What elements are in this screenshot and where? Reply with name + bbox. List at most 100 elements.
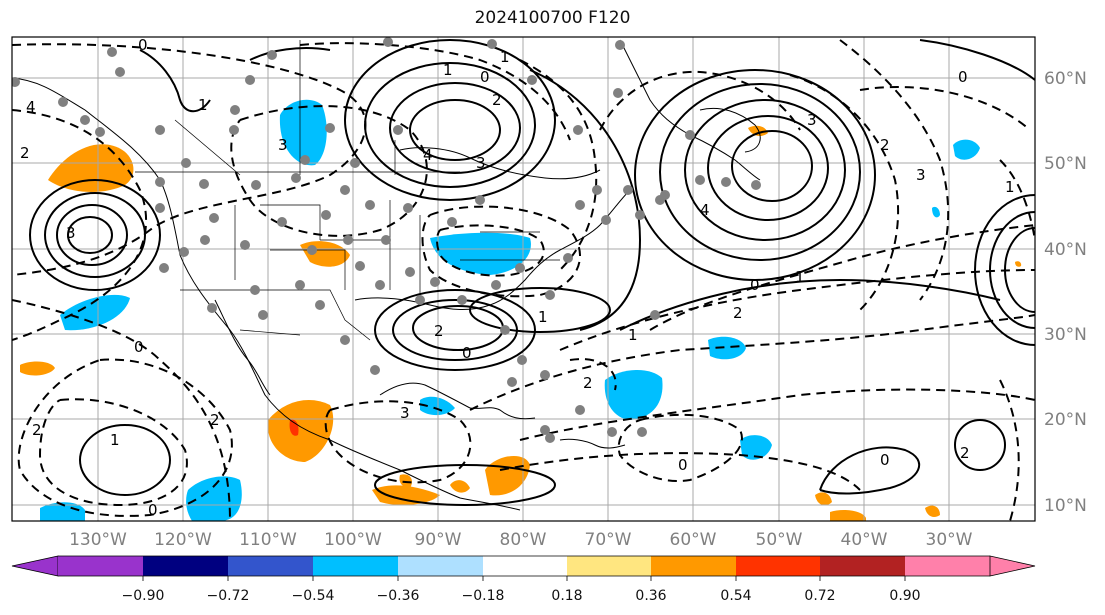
colorbar-segment — [736, 556, 820, 576]
map-border — [11, 36, 1036, 522]
lon-label: 40°W — [841, 530, 888, 550]
contour-label: 0 — [678, 456, 688, 474]
contour-label: 1 — [500, 48, 510, 66]
colorbar-extend-low — [11, 555, 59, 577]
contour-label: 1 — [443, 61, 453, 79]
contour-label: 3 — [807, 111, 817, 129]
colorbar-tick-label: −0.18 — [462, 588, 505, 604]
contour-label: 2 — [434, 322, 444, 340]
colorbar-segment — [143, 556, 228, 576]
shade-region — [932, 206, 940, 218]
coastlines — [12, 39, 761, 511]
map-title: 2024100700 F120 — [474, 8, 631, 28]
contour-label: 3 — [66, 224, 76, 242]
lon-label: 30°W — [926, 530, 973, 550]
contour-label: 2 — [492, 91, 502, 109]
dashed-contours — [12, 39, 1035, 521]
shade-region — [48, 144, 134, 192]
station-markers — [12, 37, 761, 443]
lon-label: 70°W — [585, 530, 632, 550]
contour-label: 0 — [462, 344, 472, 362]
shade-region — [372, 485, 440, 506]
lat-label: 50°N — [1044, 154, 1087, 174]
shade-region — [1015, 261, 1022, 267]
lon-label: 90°W — [415, 530, 462, 550]
contour-label: 4 — [423, 146, 433, 164]
shade-region — [708, 336, 746, 360]
lon-label: 120°W — [154, 530, 212, 550]
contour-labels: 0 1 2 3 4 0 1 2 3 4 0 1 2 3 0 1 2 0 1 2 … — [20, 36, 1015, 519]
contour-label: 0 — [750, 276, 760, 294]
contour-label: 1 — [628, 326, 638, 344]
contour-label: 2 — [20, 144, 30, 162]
lat-label: 20°N — [1044, 410, 1087, 430]
shade-region — [748, 125, 768, 136]
colorbar-tick-label: −0.72 — [207, 588, 250, 604]
lat-label: 40°N — [1044, 240, 1087, 260]
shade-region — [186, 476, 242, 521]
lat-label: 10°N — [1044, 496, 1087, 516]
contour-label: 2 — [733, 304, 743, 322]
contour-label: 3 — [916, 166, 926, 184]
negative-anomaly-shading — [40, 99, 980, 521]
contour-label: 0 — [134, 338, 144, 356]
colorbar-tick-label: 0.18 — [551, 588, 582, 604]
contour-label: 1 — [538, 308, 548, 326]
contour-label: 0 — [148, 501, 158, 519]
colorbar-tick-label: 0.72 — [804, 588, 835, 604]
colorbar-extend-high — [989, 555, 1036, 577]
shade-region — [60, 294, 130, 331]
contour-label: 1 — [110, 431, 120, 449]
latitude-labels: 60°N 50°N 40°N 30°N 20°N 10°N — [1044, 69, 1087, 516]
colorbar-segment — [483, 556, 567, 576]
colorbar-segment — [567, 556, 651, 576]
colorbar-segment — [398, 556, 483, 576]
colorbar-segment — [905, 556, 990, 576]
shade-region — [450, 480, 470, 493]
contour-label: 4 — [26, 98, 36, 116]
contour-label: 0 — [138, 36, 148, 54]
colorbar-tick-label: −0.90 — [122, 588, 165, 604]
shade-region — [40, 502, 85, 521]
shade-region — [604, 369, 663, 420]
contour-label: 2 — [32, 421, 42, 439]
shade-region — [953, 139, 980, 160]
contour-label: 0 — [958, 68, 968, 86]
colorbar-segment — [651, 556, 736, 576]
colorbar-segment — [820, 556, 905, 576]
contour-label: 2 — [583, 374, 593, 392]
lat-label: 60°N — [1044, 69, 1087, 89]
colorbar-segment — [58, 556, 143, 576]
contour-label: 4 — [700, 201, 710, 219]
lon-label: 110°W — [239, 530, 297, 550]
contour-label: 1 — [198, 96, 208, 114]
contour-label: 0 — [880, 451, 890, 469]
lon-label: 130°W — [69, 530, 127, 550]
contour-label: 2 — [880, 136, 890, 154]
longitude-labels: 130°W 120°W 110°W 100°W 90°W 80°W 70°W 6… — [69, 530, 973, 550]
colorbar-tick-label: −0.54 — [292, 588, 335, 604]
shade-region — [815, 492, 832, 506]
colorbar-tick-label: −0.36 — [377, 588, 420, 604]
contour-label: 1 — [795, 268, 805, 286]
shade-region — [20, 361, 55, 376]
contour-label: 0 — [480, 68, 490, 86]
lon-label: 60°W — [670, 530, 717, 550]
contour-label: 3 — [278, 136, 288, 154]
colorbar-tick-label: 0.54 — [720, 588, 751, 604]
lon-label: 80°W — [500, 530, 547, 550]
colorbar: −0.90 −0.72 −0.54 −0.36 −0.18 0.18 0.36 … — [11, 555, 1036, 604]
shade-region — [430, 232, 531, 275]
lat-label: 30°N — [1044, 325, 1087, 345]
contour-label: 2 — [210, 411, 220, 429]
colorbar-segment — [228, 556, 313, 576]
contour-label: 3 — [400, 404, 410, 422]
shade-region — [830, 510, 866, 521]
shade-region — [279, 99, 327, 166]
shade-region — [740, 435, 772, 460]
colorbar-segment — [313, 556, 398, 576]
colorbar-tick-label: 0.36 — [635, 588, 666, 604]
contour-label: 3 — [476, 154, 486, 172]
colorbar-tick-label: 0.90 — [889, 588, 920, 604]
